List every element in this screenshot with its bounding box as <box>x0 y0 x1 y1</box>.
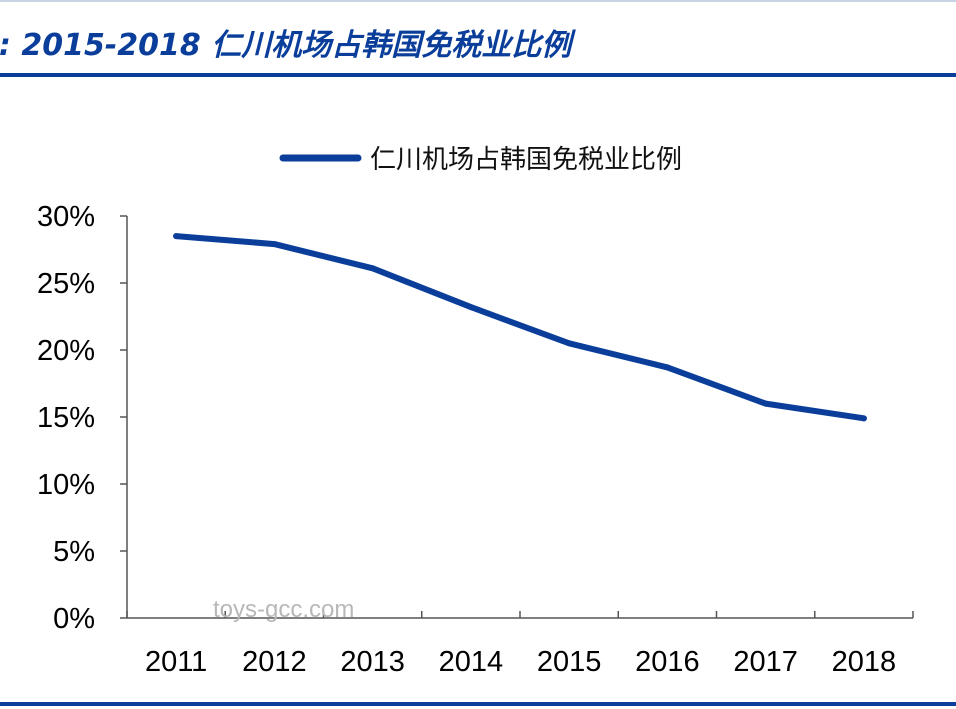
y-tick-label: 30% <box>37 201 95 233</box>
x-tick-label: 2015 <box>537 646 602 678</box>
series-layer <box>173 233 867 422</box>
top-border <box>0 0 956 2</box>
y-tick-label: 5% <box>53 536 95 568</box>
y-tick-label: 0% <box>53 603 95 635</box>
x-tick-label: 2016 <box>635 646 700 678</box>
data-point <box>566 340 573 347</box>
figure-header: 2: 2015-2018 仁川机场占韩国免税业比例 <box>0 0 956 78</box>
y-axis-ticks: 0% 5% 10% 15% 20% 25% 30% <box>37 201 127 635</box>
y-tick-label: 10% <box>37 469 95 501</box>
x-tick-label: 2018 <box>832 646 897 678</box>
x-tick-label: 2011 <box>145 646 207 678</box>
data-point <box>369 265 376 272</box>
watermark: toys-gcc.com <box>213 596 354 623</box>
chart-axes <box>126 216 913 619</box>
x-tick-label: 2013 <box>340 646 405 678</box>
x-axis-ticks: 2011 2012 2013 2014 2015 2016 2017 2018 <box>126 611 914 678</box>
legend-label: 仁川机场占韩国免税业比例 <box>370 145 682 175</box>
data-point <box>173 233 180 240</box>
data-point <box>762 400 769 407</box>
x-tick-label: 2012 <box>242 646 307 678</box>
y-tick-label: 15% <box>37 402 95 434</box>
series-line <box>173 233 867 422</box>
data-point <box>860 415 867 422</box>
bottom-border <box>0 702 956 706</box>
title-underline <box>0 73 956 77</box>
figure-title: 2: 2015-2018 仁川机场占韩国免税业比例 <box>0 28 572 63</box>
data-point <box>467 304 474 311</box>
data-point <box>271 241 278 248</box>
chart-legend: 仁川机场占韩国免税业比例 <box>279 145 682 175</box>
y-tick-label: 25% <box>37 268 95 300</box>
x-tick-label: 2014 <box>439 646 504 678</box>
y-tick-label: 20% <box>37 335 95 367</box>
x-tick-label: 2017 <box>733 646 798 678</box>
data-point <box>664 364 671 371</box>
